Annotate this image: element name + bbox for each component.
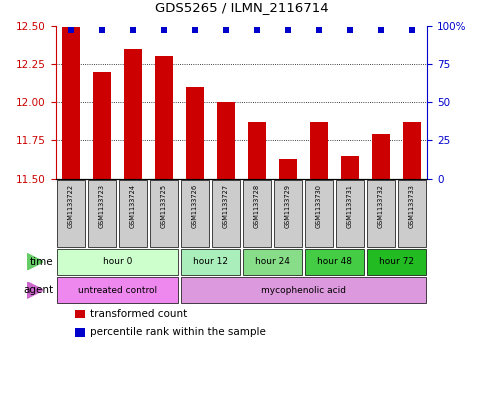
Text: GSM1133723: GSM1133723: [99, 184, 105, 228]
Point: [377, 27, 385, 33]
Point: [346, 27, 354, 33]
Bar: [310, 122, 328, 179]
Point: [129, 27, 137, 33]
Text: untreated control: untreated control: [78, 286, 157, 294]
Bar: [243, 249, 301, 275]
Bar: [248, 122, 266, 179]
Bar: [150, 180, 178, 247]
Text: hour 0: hour 0: [103, 257, 132, 266]
Text: transformed count: transformed count: [90, 309, 187, 318]
Text: mycophenolic acid: mycophenolic acid: [261, 286, 346, 294]
Text: time: time: [29, 257, 53, 267]
Bar: [124, 49, 142, 179]
Point: [284, 27, 292, 33]
Text: GSM1133722: GSM1133722: [68, 184, 74, 228]
Point: [253, 27, 261, 33]
Point: [191, 27, 199, 33]
Text: agent: agent: [23, 285, 53, 295]
Bar: [243, 180, 270, 247]
Bar: [57, 277, 178, 303]
Polygon shape: [27, 253, 43, 270]
Text: GSM1133728: GSM1133728: [254, 184, 260, 228]
Text: GSM1133724: GSM1133724: [130, 184, 136, 228]
Text: GSM1133730: GSM1133730: [316, 184, 322, 228]
Bar: [155, 56, 173, 179]
Point: [408, 27, 416, 33]
Text: GSM1133733: GSM1133733: [409, 184, 415, 228]
Bar: [186, 87, 204, 179]
Text: GSM1133729: GSM1133729: [285, 184, 291, 228]
Bar: [403, 122, 421, 179]
Bar: [57, 249, 178, 275]
Point: [67, 27, 75, 33]
Text: hour 72: hour 72: [379, 257, 414, 266]
Bar: [368, 249, 426, 275]
Bar: [305, 180, 333, 247]
Bar: [372, 134, 390, 179]
Bar: [279, 159, 297, 179]
Point: [160, 27, 168, 33]
Text: GDS5265 / ILMN_2116714: GDS5265 / ILMN_2116714: [155, 1, 328, 14]
Text: GSM1133727: GSM1133727: [223, 184, 229, 228]
Point: [315, 27, 323, 33]
Bar: [57, 180, 85, 247]
Bar: [336, 180, 364, 247]
Bar: [305, 249, 364, 275]
Bar: [93, 72, 112, 179]
Bar: [341, 156, 359, 179]
Bar: [217, 102, 235, 179]
Text: GSM1133726: GSM1133726: [192, 184, 198, 228]
Text: GSM1133725: GSM1133725: [161, 184, 167, 228]
Polygon shape: [27, 281, 43, 299]
Bar: [62, 27, 80, 179]
Bar: [182, 249, 240, 275]
Text: GSM1133731: GSM1133731: [347, 184, 353, 228]
Bar: [119, 180, 147, 247]
Bar: [213, 180, 240, 247]
Bar: [182, 180, 209, 247]
Bar: [398, 180, 426, 247]
Point: [98, 27, 106, 33]
Text: hour 12: hour 12: [193, 257, 228, 266]
Text: percentile rank within the sample: percentile rank within the sample: [90, 327, 266, 337]
Text: hour 24: hour 24: [255, 257, 290, 266]
Bar: [88, 180, 115, 247]
Text: hour 48: hour 48: [317, 257, 352, 266]
Bar: [182, 277, 426, 303]
Text: GSM1133732: GSM1133732: [378, 184, 384, 228]
Bar: [274, 180, 301, 247]
Point: [222, 27, 230, 33]
Bar: [368, 180, 395, 247]
